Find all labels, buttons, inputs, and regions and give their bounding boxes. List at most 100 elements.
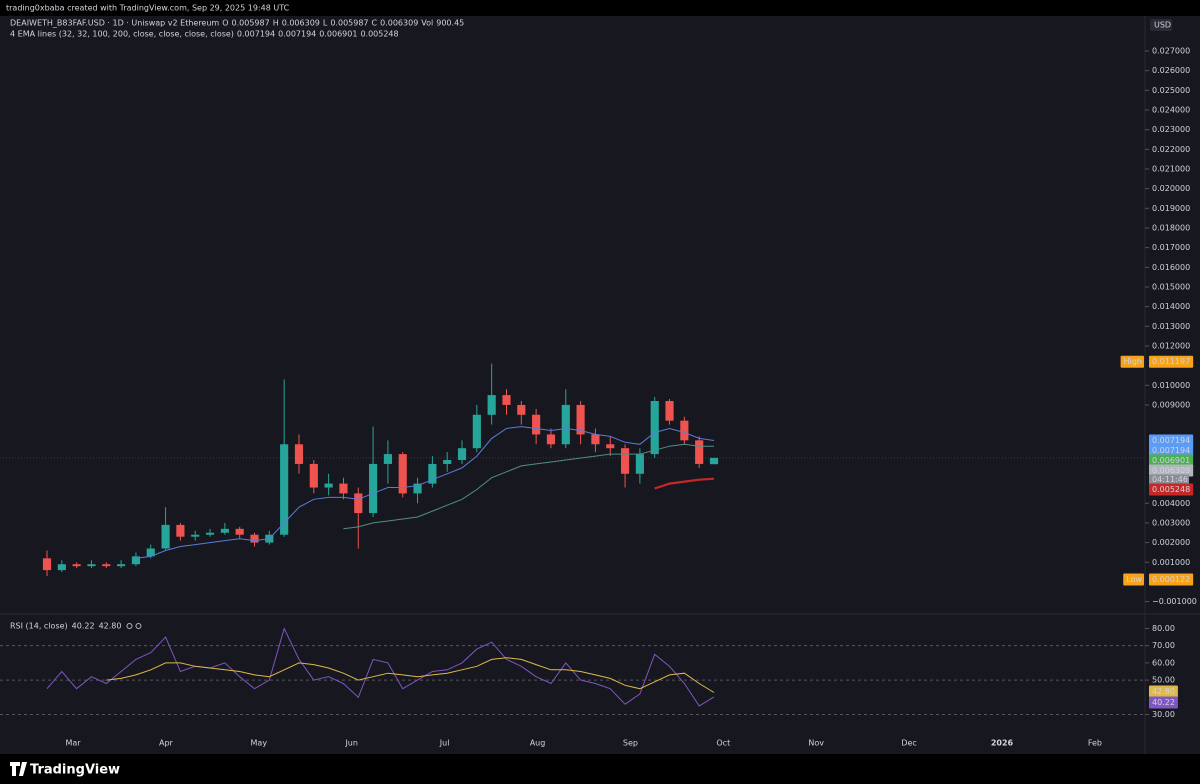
low-badge-label-bg bbox=[1123, 573, 1144, 586]
y-tick-label: 0.018000 bbox=[1152, 223, 1190, 232]
candle-body bbox=[117, 564, 126, 567]
legend-icon bbox=[135, 623, 142, 629]
x-tick-label: Aug bbox=[530, 739, 546, 748]
legend-text: Vol bbox=[421, 19, 433, 28]
legend-text: 0.005987 bbox=[330, 19, 368, 28]
candle-body bbox=[517, 404, 526, 415]
x-tick-label: Feb bbox=[1088, 739, 1102, 748]
y-tick-label: 0.019000 bbox=[1152, 204, 1190, 213]
legend-text: DEAIWETH_B83FAF.USD · 1D · Uniswap v2 Et… bbox=[10, 19, 219, 28]
candle-body bbox=[324, 483, 333, 488]
rsi-value-badge: 40.22 bbox=[1152, 698, 1175, 707]
y-tick-label: 0.002000 bbox=[1152, 538, 1190, 547]
legend-text: 0.007194 bbox=[237, 30, 275, 39]
candle-body bbox=[42, 558, 52, 571]
low-badge-label: Low bbox=[1126, 575, 1142, 584]
y-tick-label: 0.021000 bbox=[1152, 164, 1190, 173]
currency-badge[interactable] bbox=[1150, 19, 1172, 31]
rsi-legend-signal: 42.80 bbox=[99, 622, 122, 631]
low-badge: 0.000122 bbox=[1152, 575, 1190, 584]
value-badge-bg bbox=[1149, 444, 1194, 457]
candle-body bbox=[695, 440, 704, 464]
candle-body bbox=[443, 460, 452, 464]
legend-text: O bbox=[222, 19, 228, 28]
y-tick-label: 0.001000 bbox=[1152, 558, 1190, 567]
x-tick-label: Apr bbox=[159, 739, 174, 748]
candle-body bbox=[413, 483, 422, 494]
y-tick-label: 0.010000 bbox=[1152, 381, 1190, 390]
high-badge-bg bbox=[1149, 355, 1194, 368]
candle-body bbox=[532, 414, 541, 435]
x-tick-label: Oct bbox=[716, 739, 730, 748]
legend-icon bbox=[126, 623, 133, 629]
candle-body bbox=[561, 404, 570, 445]
ema-line bbox=[654, 477, 715, 490]
candle-body bbox=[220, 528, 229, 533]
candle-body bbox=[205, 532, 215, 535]
legend-text: 0.006309 bbox=[380, 19, 418, 28]
x-tick-label: Mar bbox=[65, 739, 81, 748]
candle-body bbox=[369, 463, 378, 514]
y-tick-label: 0.009000 bbox=[1152, 400, 1190, 409]
rsi-line bbox=[46, 627, 715, 707]
candle-body bbox=[294, 444, 304, 464]
value-badge: 0.005248 bbox=[1152, 485, 1190, 494]
y-tick-label: 0.025000 bbox=[1152, 86, 1190, 95]
candle-body bbox=[309, 463, 318, 488]
y-tick-label: 0.012000 bbox=[1152, 341, 1190, 350]
candle-body bbox=[102, 564, 111, 567]
logo-text: TradingView bbox=[30, 763, 120, 778]
y-tick-label: −0.001000 bbox=[1152, 597, 1197, 606]
candle-body bbox=[131, 556, 141, 565]
value-badge: 0.006309 bbox=[1152, 466, 1190, 475]
rsi-tick-label: 30.00 bbox=[1152, 710, 1175, 719]
footer: TradingView bbox=[10, 762, 120, 778]
value-badge-bg bbox=[1149, 434, 1194, 447]
y-tick-label: 0.026000 bbox=[1152, 66, 1190, 75]
rsi-signal-line bbox=[106, 657, 715, 693]
candle-body bbox=[620, 448, 630, 474]
logo-icon bbox=[10, 762, 27, 776]
value-badge: 0.007194 bbox=[1152, 446, 1190, 455]
value-badge-bg bbox=[1149, 464, 1194, 477]
value-badge-bg bbox=[1149, 483, 1194, 496]
y-tick-label: 0.015000 bbox=[1152, 282, 1190, 291]
rsi-title: RSI (14, close) bbox=[10, 622, 68, 631]
y-tick-label: 0.017000 bbox=[1152, 243, 1190, 252]
y-tick-label: 0.027000 bbox=[1152, 47, 1190, 56]
legend-text: H bbox=[273, 19, 279, 28]
rsi-legend-value: 40.22 bbox=[72, 622, 95, 631]
high-badge-label-bg bbox=[1120, 355, 1144, 368]
candle-body bbox=[606, 444, 615, 449]
rsi-value-badge-bg bbox=[1149, 696, 1178, 709]
ema-line bbox=[343, 443, 714, 530]
candle-body bbox=[339, 483, 348, 494]
y-tick-label: 0.022000 bbox=[1152, 145, 1190, 154]
candle-body bbox=[635, 454, 644, 474]
x-tick-label: Dec bbox=[901, 739, 916, 748]
ema-line bbox=[135, 426, 715, 559]
header-text: trading0xbaba created with TradingView.c… bbox=[6, 4, 290, 13]
high-badge-label: High bbox=[1124, 357, 1142, 366]
candle-body bbox=[502, 395, 511, 405]
rsi-signal-badge: 42.80 bbox=[1152, 687, 1175, 696]
candle-body bbox=[546, 434, 556, 445]
candle-body bbox=[665, 401, 674, 421]
candle-body bbox=[176, 524, 185, 537]
legend-text: 900.45 bbox=[436, 19, 464, 28]
y-tick-label: 0.003000 bbox=[1152, 518, 1190, 527]
x-tick-label: Jul bbox=[439, 739, 450, 748]
candle-body bbox=[235, 528, 244, 535]
x-tick-label: Sep bbox=[623, 739, 638, 748]
candle-body bbox=[383, 454, 392, 464]
candle-body bbox=[72, 564, 81, 567]
candle-body bbox=[709, 457, 719, 465]
candle-body bbox=[250, 534, 259, 543]
candle-body bbox=[161, 524, 170, 549]
candle-body bbox=[457, 448, 467, 461]
legend-text: 0.006309 bbox=[282, 19, 320, 28]
rsi-tick-label: 50.00 bbox=[1152, 676, 1175, 685]
rsi-signal-badge-bg bbox=[1149, 685, 1178, 698]
candle-body bbox=[591, 434, 600, 445]
